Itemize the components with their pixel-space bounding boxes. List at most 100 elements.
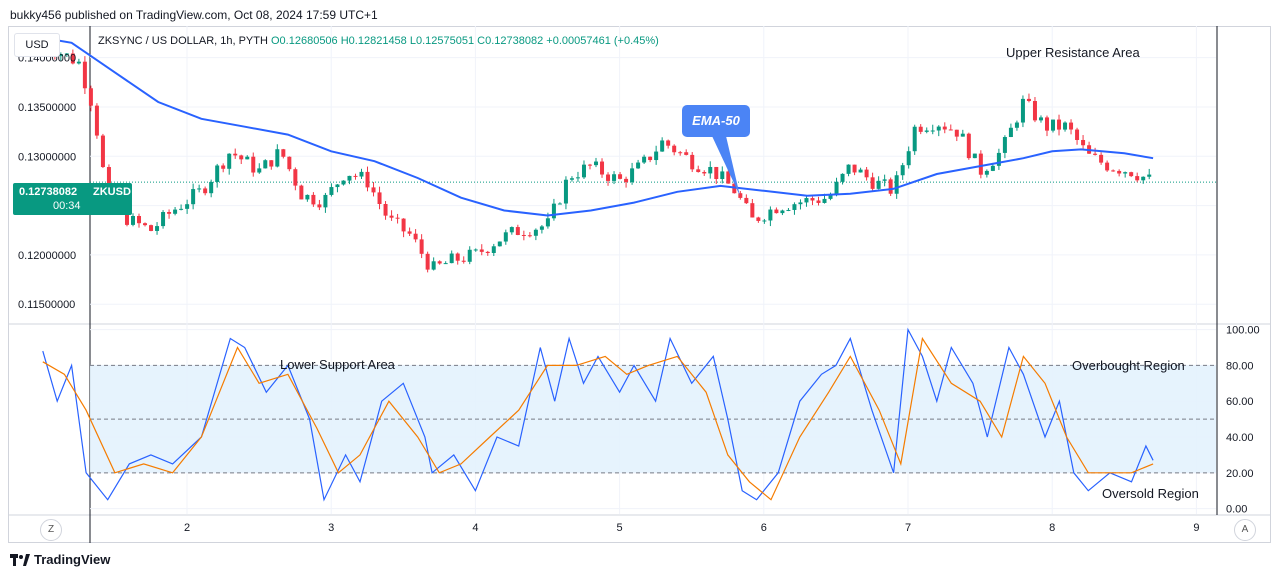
overbought-label: Overbought Region [1072, 358, 1185, 373]
candle-body [1038, 117, 1043, 121]
ema-callout: EMA-50 [682, 105, 750, 137]
candle-body [1063, 122, 1068, 130]
osc-tick-label: 80.00 [1226, 360, 1254, 372]
candle-body [124, 208, 129, 225]
candle-body [521, 235, 526, 237]
brand-name: TradingView [34, 552, 111, 567]
candle-body [990, 165, 995, 171]
candle-body [972, 153, 977, 159]
publish-header: bukky456 published on TradingView.com, O… [10, 8, 378, 22]
candle-body [756, 217, 761, 221]
candle-body [70, 53, 75, 64]
candle-body [467, 249, 472, 262]
candle-body [648, 156, 653, 161]
y-tick-label: 0.11500000 [18, 299, 75, 311]
x-tick-label: 6 [761, 522, 767, 534]
candle-body [539, 226, 544, 230]
osc-tick-label: 0.00 [1226, 504, 1247, 516]
candle-body [251, 156, 256, 173]
candle-body [942, 126, 947, 130]
candle-body [1044, 117, 1049, 131]
candle-body [58, 54, 63, 57]
candle-body [624, 178, 629, 183]
candle-body [834, 181, 839, 196]
x-tick-label: 5 [617, 522, 623, 534]
candle-body [287, 156, 292, 170]
candle-body [275, 149, 280, 167]
candle-body [94, 105, 99, 136]
candle-body [1129, 172, 1134, 177]
candle-body [780, 210, 785, 214]
candle-body [828, 195, 833, 199]
candle-body [155, 226, 160, 231]
candle-body [1093, 153, 1098, 155]
candle-body [612, 174, 617, 181]
price-value: 0.12738082 [19, 186, 78, 198]
candle-body [106, 167, 111, 195]
candle-body [702, 172, 707, 174]
candle-body [137, 216, 142, 224]
candle-body [1008, 127, 1013, 138]
candle-body [852, 164, 857, 173]
candle-body [485, 251, 490, 254]
candle-body [804, 198, 809, 203]
candle-body [533, 229, 538, 236]
candle-body [912, 126, 917, 152]
candle-body [551, 203, 556, 219]
candle-body [365, 171, 370, 188]
candle-body [167, 212, 172, 214]
x-tick-label: 3 [328, 522, 334, 534]
candle-body [1081, 139, 1086, 146]
candle-body [846, 164, 851, 174]
x-tick-label: 7 [905, 522, 911, 534]
candle-body [726, 171, 731, 184]
candle-body [768, 209, 773, 221]
candle-body [774, 209, 779, 214]
candle-body [708, 166, 713, 174]
candle-body [587, 164, 592, 166]
candle-body [750, 203, 755, 218]
candle-body [431, 261, 436, 270]
candle-body [690, 154, 695, 170]
x-tick-label: 4 [472, 522, 478, 534]
change-value: +0.00057461 (+0.45%) [546, 35, 659, 47]
low-value: L0.12575051 [409, 35, 475, 47]
candle-body [161, 212, 166, 227]
stoch-k-line [42, 327, 1154, 502]
candle-body [173, 209, 178, 214]
candle-body [569, 178, 574, 180]
timezone-button[interactable]: Z [40, 519, 62, 541]
candle-body [1051, 119, 1056, 131]
candle-body [1032, 101, 1037, 121]
candle-body [858, 169, 863, 173]
candle-body [82, 61, 87, 89]
candle-body [600, 161, 605, 175]
candle-body [455, 253, 460, 261]
countdown: 00:34 [53, 200, 81, 212]
candle-body [1147, 174, 1152, 177]
candle-body [179, 208, 184, 210]
candle-body [924, 130, 929, 132]
auto-scale-button[interactable]: A [1234, 519, 1256, 541]
candle-body [581, 164, 586, 178]
candle-body [245, 156, 250, 160]
candle-body [906, 151, 911, 166]
candle-body [221, 165, 226, 169]
candle-body [1014, 122, 1019, 128]
osc-tick-label: 40.00 [1226, 432, 1254, 444]
ema50-line [42, 36, 1154, 217]
candle-body [1020, 98, 1025, 123]
currency-button[interactable]: USD [14, 33, 60, 57]
high-value: H0.12821458 [340, 35, 407, 47]
candle-body [359, 171, 364, 177]
candle-body [630, 168, 635, 183]
candle-body [822, 198, 827, 203]
candle-body [762, 220, 767, 222]
candle-body [191, 189, 196, 205]
candle-body [263, 160, 268, 169]
oversold-label: Oversold Region [1102, 486, 1199, 501]
candle-body [1057, 119, 1062, 130]
candle-body [473, 249, 478, 251]
